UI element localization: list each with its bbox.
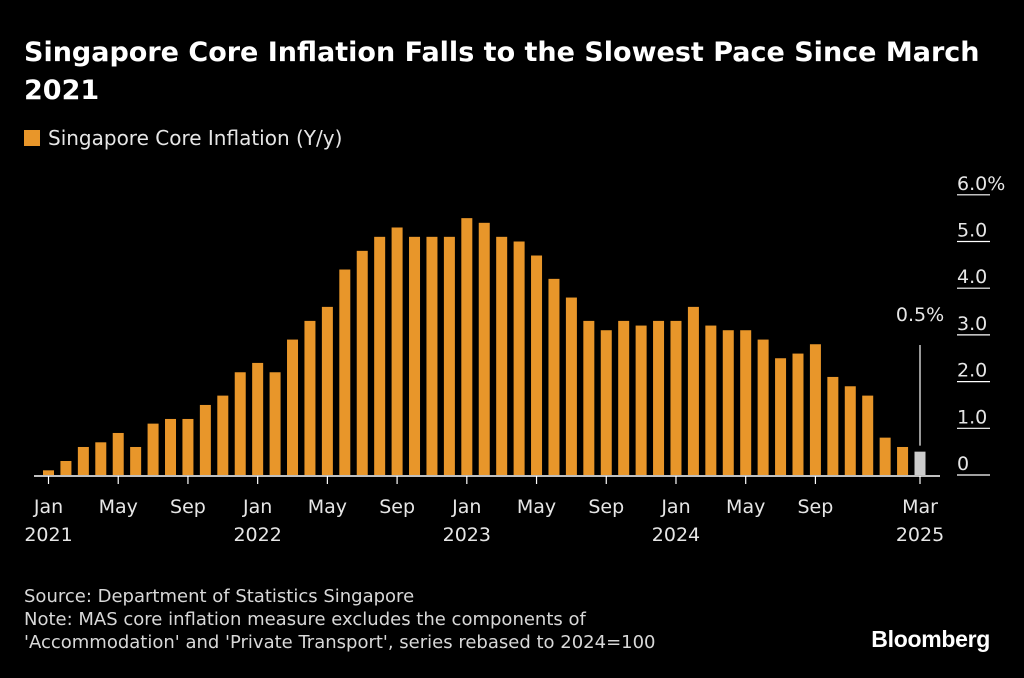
bar [775, 358, 787, 475]
x-tick-label-month: May [99, 496, 138, 518]
chart-title: Singapore Core Inflation Falls to the Sl… [24, 37, 980, 106]
x-tick-label-month: Jan [660, 496, 690, 518]
y-tick-label: 0 [957, 453, 969, 475]
bar [356, 250, 368, 475]
highlight-bar [914, 451, 926, 475]
bar [565, 297, 577, 475]
bar [234, 372, 246, 475]
x-tick-label-year: 2021 [24, 524, 72, 546]
bar [897, 446, 909, 475]
bar [548, 278, 560, 475]
bar [339, 269, 351, 475]
y-tick-label: 1.0 [957, 406, 987, 428]
bar [879, 437, 891, 475]
bar [496, 236, 508, 475]
x-tick-label-month: Sep [170, 496, 206, 518]
bar [513, 241, 525, 475]
note-text-line-2: 'Accommodation' and 'Private Transport',… [24, 632, 656, 653]
bar [409, 236, 421, 475]
bar [792, 353, 804, 475]
bar [844, 386, 856, 475]
legend-swatch [24, 130, 40, 146]
x-tick-label-month: May [517, 496, 556, 518]
bar [705, 325, 717, 475]
bar [443, 236, 455, 475]
x-tick-label-month: Sep [379, 496, 415, 518]
bar [77, 446, 89, 475]
legend-label: Singapore Core Inflation (Y/y) [48, 126, 343, 150]
bar [287, 339, 299, 475]
bar [269, 372, 281, 475]
bar [374, 236, 386, 475]
bar [165, 418, 177, 475]
x-tick-label-month: May [308, 496, 347, 518]
bar [60, 460, 72, 475]
note-text-line-1: Note: MAS core inflation measure exclude… [24, 609, 586, 630]
bar [95, 442, 107, 475]
source-text: Source: Department of Statistics Singapo… [24, 586, 415, 607]
bar [112, 432, 124, 475]
y-tick-label: 2.0 [957, 360, 987, 382]
bar [600, 330, 612, 475]
y-tick-label: 5.0 [957, 220, 987, 242]
x-tick-label-month: Sep [798, 496, 834, 518]
annotation-label: 0.5% [896, 304, 944, 326]
bar [618, 320, 630, 475]
x-tick-label-year: 2025 [896, 524, 944, 546]
x-tick-label-year: 2024 [652, 524, 700, 546]
bar [252, 362, 264, 475]
bar [670, 320, 682, 475]
bar [304, 320, 316, 475]
bar [321, 306, 333, 475]
bar [182, 418, 194, 475]
x-tick-label-month: Jan [451, 496, 481, 518]
x-tick-label-month: May [726, 496, 765, 518]
bar [199, 404, 211, 475]
bar [130, 446, 142, 475]
bar [653, 320, 665, 475]
y-tick-label: 6.0% [957, 173, 1005, 195]
bar [531, 255, 543, 475]
bar [426, 236, 438, 475]
x-tick-label-month: Mar [902, 496, 938, 518]
bar [809, 344, 821, 475]
y-tick-label: 3.0 [957, 313, 987, 335]
bar [147, 423, 159, 475]
bloomberg-logo: Bloomberg [871, 626, 990, 652]
bar [635, 325, 647, 475]
bar [391, 227, 403, 475]
bar [740, 330, 752, 475]
x-tick-label-month: Jan [242, 496, 272, 518]
bar [583, 320, 595, 475]
bar [827, 376, 839, 475]
bar [461, 218, 473, 475]
bar [43, 470, 54, 475]
bar [757, 339, 769, 475]
bar [722, 330, 734, 475]
x-tick-label-year: 2023 [443, 524, 491, 546]
x-tick-label-month: Jan [33, 496, 63, 518]
bar [862, 395, 874, 475]
x-tick-label-year: 2022 [233, 524, 281, 546]
bar [687, 306, 699, 475]
y-tick-label: 4.0 [957, 266, 987, 288]
legend: Singapore Core Inflation (Y/y) [24, 126, 342, 150]
bar [478, 222, 490, 475]
bar [217, 395, 229, 475]
x-tick-label-month: Sep [588, 496, 624, 518]
footer: Source: Department of Statistics Singapo… [24, 585, 656, 654]
